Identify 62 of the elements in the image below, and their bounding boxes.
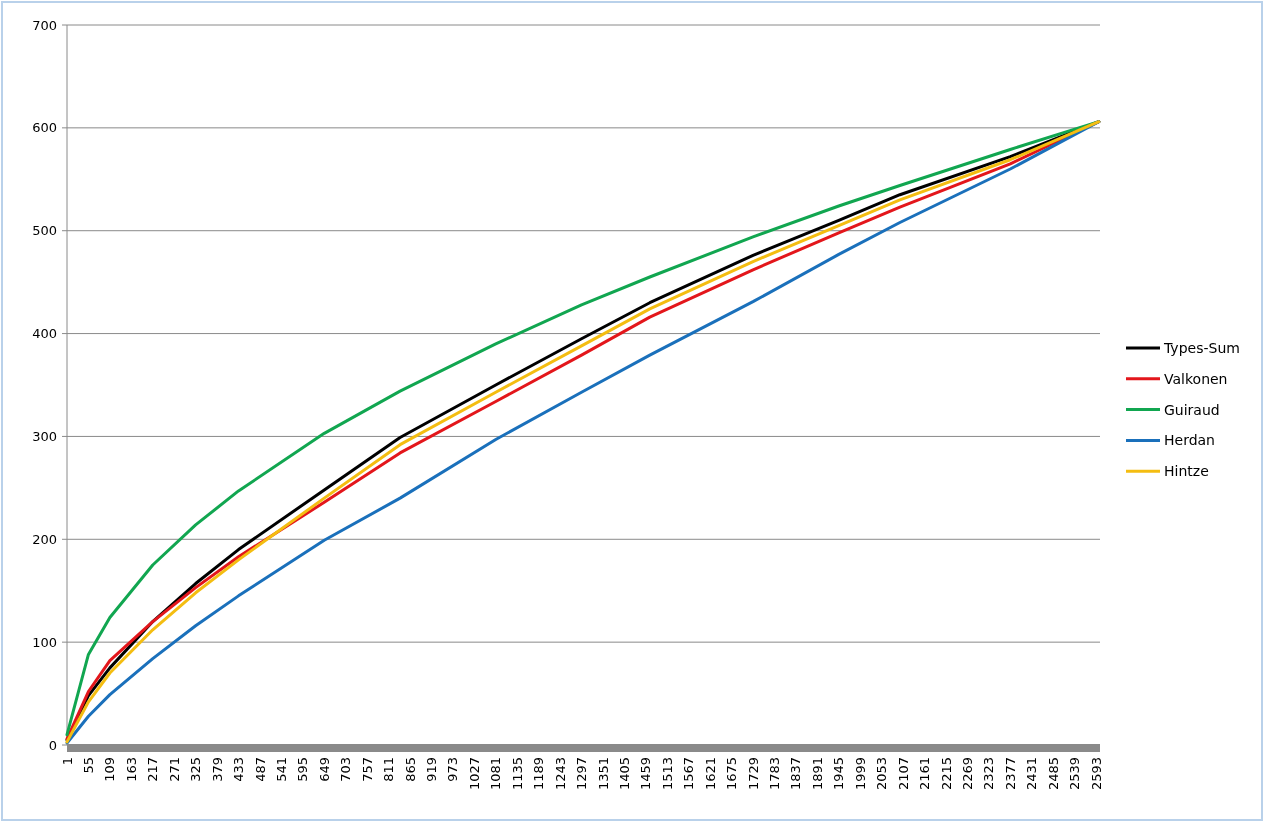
x-tick-label: 1891 [809, 757, 825, 791]
x-tick-label: 109 [102, 757, 118, 782]
x-tick-label: 55 [80, 757, 96, 774]
x-tick-label: 1783 [767, 757, 783, 791]
x-tick-label: 757 [359, 757, 375, 782]
x-tick-label: 1351 [595, 757, 611, 791]
x-tick-label: 2485 [1045, 757, 1061, 791]
x-tick-label: 325 [188, 757, 204, 782]
x-tick-label: 2593 [1088, 757, 1104, 791]
x-tick-label: 2215 [938, 757, 954, 791]
x-tick-label: 487 [252, 757, 268, 782]
x-tick-label: 2107 [895, 757, 911, 791]
y-tick-label: 500 [32, 223, 57, 239]
x-tick-label: 1297 [574, 757, 590, 791]
legend-label: Herdan [1164, 432, 1215, 449]
x-tick-label: 1999 [852, 757, 868, 791]
x-tick-label: 2431 [1024, 757, 1040, 791]
x-tick-label: 649 [316, 757, 332, 782]
x-tick-label: 1 [59, 757, 75, 766]
x-tick-label: 379 [209, 757, 225, 782]
y-tick-label: 200 [32, 531, 57, 547]
y-tick-label: 600 [32, 120, 57, 136]
x-tick-label: 2053 [874, 757, 890, 791]
x-tick-label: 595 [295, 757, 311, 782]
x-tick-label: 1621 [702, 757, 718, 791]
x-tick-label: 1189 [531, 757, 547, 791]
x-tick-label: 865 [402, 757, 418, 782]
x-tick-label: 163 [123, 757, 139, 782]
x-tick-label: 2161 [917, 757, 933, 791]
x-tick-label: 1243 [552, 757, 568, 791]
x-tick-label: 1513 [659, 757, 675, 791]
legend-label: Guiraud [1164, 401, 1220, 418]
y-tick-label: 700 [32, 17, 57, 33]
x-tick-label: 1945 [831, 757, 847, 791]
y-tick-label: 300 [32, 428, 57, 444]
x-tick-label: 973 [445, 757, 461, 782]
x-tick-label: 217 [145, 757, 161, 782]
x-tick-label: 1027 [466, 757, 482, 791]
legend-label: Valkonen [1164, 370, 1228, 387]
legend-label: Hintze [1164, 463, 1209, 480]
x-tick-label: 1675 [724, 757, 740, 791]
x-tick-label: 1729 [745, 757, 761, 791]
y-tick-label: 400 [32, 326, 57, 342]
x-tick-label: 1459 [638, 757, 654, 791]
x-tick-label: 1837 [788, 757, 804, 791]
x-tick-label: 271 [166, 757, 182, 782]
x-tick-label: 2539 [1067, 757, 1083, 791]
legend-label: Types-Sum [1163, 339, 1240, 356]
x-tick-label: 2323 [981, 757, 997, 791]
x-tick-label: 1567 [681, 757, 697, 791]
x-tick-label: 2377 [1002, 757, 1018, 791]
x-tick-label: 1405 [616, 757, 632, 791]
x-tick-label: 1135 [509, 757, 525, 791]
x-tick-label: 703 [338, 757, 354, 782]
y-tick-label: 100 [32, 634, 57, 650]
y-tick-label: 0 [48, 737, 57, 753]
x-tick-label: 1081 [488, 757, 504, 791]
x-tick-label: 2269 [959, 757, 975, 791]
x-tick-label: 919 [424, 757, 439, 782]
x-tick-label: 433 [231, 757, 247, 782]
x-tick-label: 541 [273, 757, 289, 782]
x-tick-label: 811 [381, 757, 397, 782]
